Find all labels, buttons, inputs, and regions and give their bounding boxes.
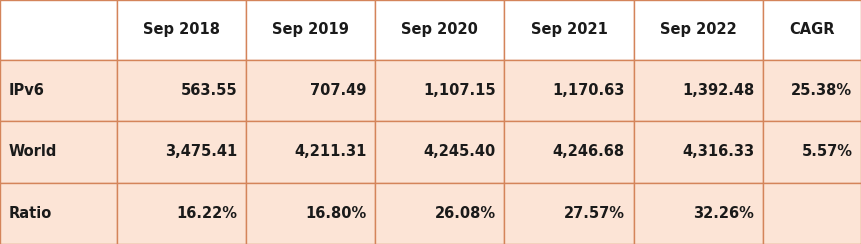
Text: 32.26%: 32.26% xyxy=(693,206,754,221)
Bar xyxy=(0,60,117,121)
Text: Ratio: Ratio xyxy=(9,206,52,221)
Bar xyxy=(763,121,861,183)
Bar xyxy=(375,0,505,60)
Bar xyxy=(375,183,505,244)
Text: Sep 2022: Sep 2022 xyxy=(660,22,736,37)
Bar xyxy=(634,121,763,183)
Text: 707.49: 707.49 xyxy=(310,83,367,98)
Bar xyxy=(634,183,763,244)
Bar xyxy=(505,60,634,121)
Bar xyxy=(246,60,375,121)
Text: 5.57%: 5.57% xyxy=(802,144,852,159)
Text: World: World xyxy=(9,144,57,159)
Text: Sep 2020: Sep 2020 xyxy=(401,22,479,37)
Bar xyxy=(375,60,505,121)
Text: 26.08%: 26.08% xyxy=(435,206,496,221)
Bar xyxy=(763,183,861,244)
Text: 4,211.31: 4,211.31 xyxy=(294,144,367,159)
Bar xyxy=(505,183,634,244)
Text: 4,246.68: 4,246.68 xyxy=(553,144,625,159)
Bar xyxy=(117,121,246,183)
Text: Sep 2019: Sep 2019 xyxy=(272,22,350,37)
Bar xyxy=(117,60,246,121)
Bar xyxy=(763,0,861,60)
Bar xyxy=(0,183,117,244)
Text: 563.55: 563.55 xyxy=(181,83,238,98)
Bar xyxy=(246,183,375,244)
Bar xyxy=(0,121,117,183)
Bar xyxy=(505,121,634,183)
Text: 27.57%: 27.57% xyxy=(564,206,625,221)
Text: Sep 2018: Sep 2018 xyxy=(143,22,220,37)
Text: IPv6: IPv6 xyxy=(9,83,45,98)
Bar xyxy=(634,60,763,121)
Bar xyxy=(505,0,634,60)
Bar xyxy=(117,0,246,60)
Bar xyxy=(0,0,117,60)
Text: 3,475.41: 3,475.41 xyxy=(165,144,238,159)
Text: 1,107.15: 1,107.15 xyxy=(424,83,496,98)
Text: Sep 2021: Sep 2021 xyxy=(530,22,608,37)
Bar xyxy=(246,0,375,60)
Bar xyxy=(763,60,861,121)
Text: 16.22%: 16.22% xyxy=(177,206,238,221)
Text: 25.38%: 25.38% xyxy=(791,83,852,98)
Bar xyxy=(246,121,375,183)
Bar xyxy=(117,183,246,244)
Text: 16.80%: 16.80% xyxy=(306,206,367,221)
Text: 4,316.33: 4,316.33 xyxy=(682,144,754,159)
Text: 1,170.63: 1,170.63 xyxy=(553,83,625,98)
Text: CAGR: CAGR xyxy=(790,22,834,37)
Text: 1,392.48: 1,392.48 xyxy=(682,83,754,98)
Bar xyxy=(634,0,763,60)
Bar xyxy=(375,121,505,183)
Text: 4,245.40: 4,245.40 xyxy=(424,144,496,159)
